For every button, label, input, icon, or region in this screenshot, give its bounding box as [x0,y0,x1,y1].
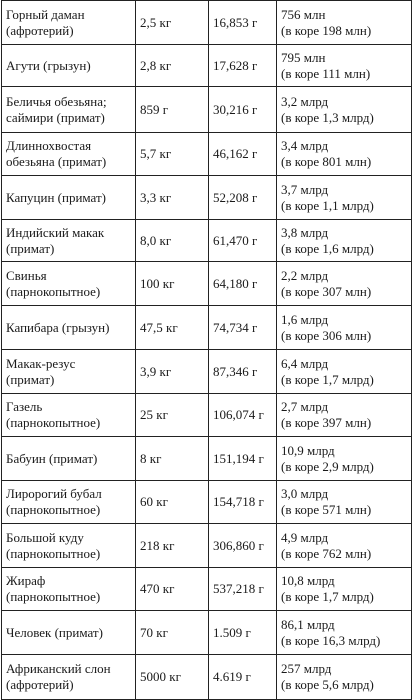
body-mass-cell: 470 кг [135,567,209,611]
table-row: Макак-резус (примат) 3,9 кг 87,346 г 6,4 мл… [1,349,412,394]
species-name-cell: Капибара (грызун) [1,305,136,350]
species-name-cell: Макак-резус (примат) [1,349,136,394]
species-name-cell: Свинья (парнокопытное) [1,261,136,306]
neuron-count-cell: 3,0 млрд (в коре 571 млн) [276,480,412,524]
table-row: Бабуин (примат) 8 кг 151,194 г 10,9 млрд (в… [1,436,412,481]
neuron-count-cell: 3,4 млрд (в коре 801 млн) [276,132,412,176]
species-name-cell: Газель (парнокопытное) [1,393,136,437]
neuron-count-cell: 10,8 млрд (в коре 1,7 млрд) [276,567,412,611]
table-row: Горный даман (афротерий) 2,5 кг 16,853 г 75… [1,0,412,45]
neuron-count-cell: 2,2 млрд (в коре 307 млн) [276,261,412,306]
body-mass-cell: 8,0 кг [135,219,209,262]
brain-mass-cell: 106,074 г [208,393,277,437]
brain-mass-cell: 64,180 г [208,261,277,306]
species-name-cell: Большой куду (парнокопытное) [1,523,136,568]
species-name-cell: Африканский слон (афротерий) [1,654,136,700]
neuron-count-cell: 1,6 млрд (в коре 306 млн) [276,305,412,350]
table-row: Капуцин (примат) 3,3 кг 52,208 г 3,7 млрд (… [1,175,412,220]
body-mass-cell: 47,5 кг [135,305,209,350]
body-mass-cell: 2,8 кг [135,44,209,87]
neuron-count-cell: 795 млн (в коре 111 млн) [276,44,412,87]
body-mass-cell: 2,5 кг [135,0,209,45]
brain-mass-cell: 1.509 г [208,610,277,655]
species-name-cell: Человек (примат) [1,610,136,655]
neuron-count-cell: 4,9 млрд (в коре 762 млн) [276,523,412,568]
body-mass-cell: 70 кг [135,610,209,655]
table-row: Свинья (парнокопытное) 100 кг 64,180 г 2,2 … [1,261,412,306]
body-mass-cell: 3,9 кг [135,349,209,394]
table-row: Жираф (парнокопытное) 470 кг 537,218 г 10,8… [1,567,412,611]
body-mass-cell: 5000 кг [135,654,209,700]
species-name-cell: Агути (грызун) [1,44,136,87]
neuron-count-cell: 86,1 млрд (в коре 16,3 млрд) [276,610,412,655]
brain-mass-cell: 17,628 г [208,44,277,87]
species-name-cell: Горный даман (афротерий) [1,0,136,45]
body-mass-cell: 25 кг [135,393,209,437]
brain-mass-cell: 46,162 г [208,132,277,176]
brain-mass-cell: 4.619 г [208,654,277,700]
brain-mass-cell: 87,346 г [208,349,277,394]
body-mass-cell: 5,7 кг [135,132,209,176]
brain-mass-cell: 16,853 г [208,0,277,45]
table-row: Индийский макак (примат) 8,0 кг 61,470 г 3,… [1,219,412,262]
table-row: Человек (примат) 70 кг 1.509 г 86,1 млрд (в… [1,610,412,655]
species-name-cell: Бабуин (примат) [1,436,136,481]
table-row: Капибара (грызун) 47,5 кг 74,734 г 1,6 млрд… [1,305,412,350]
brain-mass-cell: 61,470 г [208,219,277,262]
species-name-cell: Капуцин (примат) [1,175,136,220]
table-row: Большой куду (парнокопытное) 218 кг 306,86… [1,523,412,568]
species-name-cell: Индийский макак (примат) [1,219,136,262]
body-mass-cell: 8 кг [135,436,209,481]
body-mass-cell: 60 кг [135,480,209,524]
body-mass-cell: 3,3 кг [135,175,209,220]
species-name-cell: Длиннохвостая обезьяна (примат) [1,132,136,176]
brain-mass-cell: 74,734 г [208,305,277,350]
neuron-count-cell: 3,2 млрд (в коре 1,3 млрд) [276,86,412,133]
table-row: Газель (парнокопытное) 25 кг 106,074 г 2,7 … [1,393,412,437]
neuron-count-cell: 3,7 млрд (в коре 1,1 млрд) [276,175,412,220]
brain-mass-cell: 151,194 г [208,436,277,481]
body-mass-cell: 100 кг [135,261,209,306]
neuron-count-cell: 3,8 млрд (в коре 1,6 млрд) [276,219,412,262]
neuron-count-cell: 756 млн (в коре 198 млн) [276,0,412,45]
species-name-cell: Жираф (парнокопытное) [1,567,136,611]
brain-mass-cell: 306,860 г [208,523,277,568]
neuron-count-cell: 257 млрд (в коре 5,6 млрд) [276,654,412,700]
brain-mass-cell: 52,208 г [208,175,277,220]
brain-mass-cell: 30,216 г [208,86,277,133]
species-name-cell: Лиророгий бубал (парнокопытное) [1,480,136,524]
table-row: Африканский слон (афротерий) 5000 кг 4.619… [1,654,412,700]
body-mass-cell: 859 г [135,86,209,133]
brain-mass-cell: 537,218 г [208,567,277,611]
species-name-cell: Беличья обезьяна; саймири (примат) [1,86,136,133]
brain-mass-cell: 154,718 г [208,480,277,524]
neuron-count-cell: 2,7 млрд (в коре 397 млн) [276,393,412,437]
neuron-count-cell: 6,4 млрд (в коре 1,7 млрд) [276,349,412,394]
table-row: Длиннохвостая обезьяна (примат) 5,7 кг 46,… [1,132,412,176]
body-mass-cell: 218 кг [135,523,209,568]
neuron-count-cell: 10,9 млрд (в коре 2,9 млрд) [276,436,412,481]
table-row: Агути (грызун) 2,8 кг 17,628 г 795 млн (в к… [1,44,412,87]
table-row: Лиророгий бубал (парнокопытное) 60 кг 154,… [1,480,412,524]
